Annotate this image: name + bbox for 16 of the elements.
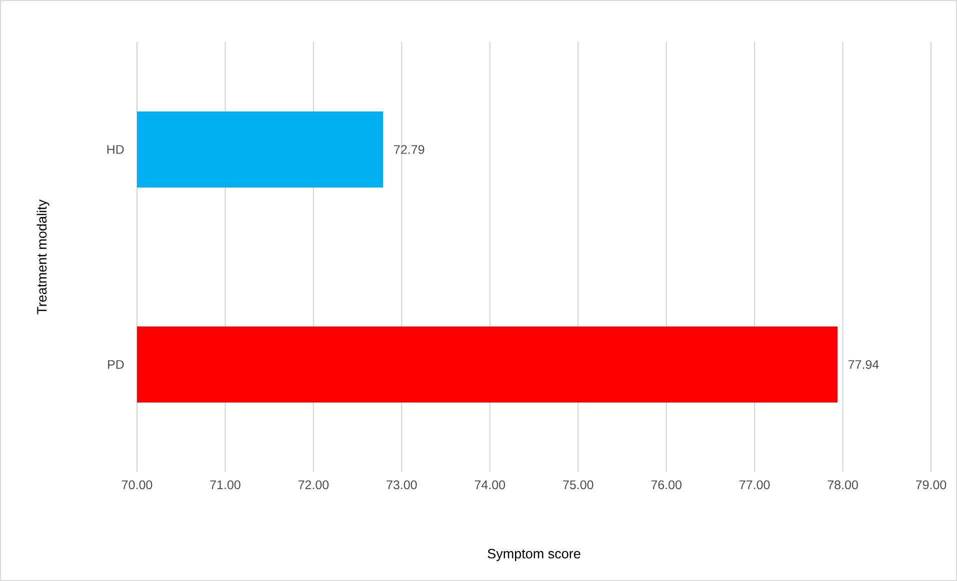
x-tick-label: 76.00 <box>651 480 682 490</box>
x-tick-label: 78.00 <box>828 480 858 490</box>
y-axis-title: Treatment modality <box>36 200 50 314</box>
x-tick-label: 73.00 <box>386 480 417 490</box>
x-tick-label: 77.00 <box>740 480 770 490</box>
data-label: 77.94 <box>848 360 879 369</box>
x-tick-label: 72.00 <box>298 480 329 490</box>
x-tick-label: 70.00 <box>122 480 152 490</box>
y-tick-label: HD <box>107 145 124 154</box>
y-tick-label: PD <box>108 360 124 369</box>
data-label: 72.79 <box>394 145 424 154</box>
x-axis-title: Symptom score <box>488 548 580 562</box>
x-tick-label: 74.00 <box>474 480 506 490</box>
x-tick-label: 79.00 <box>916 480 946 490</box>
x-tick-label: 75.00 <box>563 480 594 490</box>
x-tick-label: 71.00 <box>210 480 240 490</box>
